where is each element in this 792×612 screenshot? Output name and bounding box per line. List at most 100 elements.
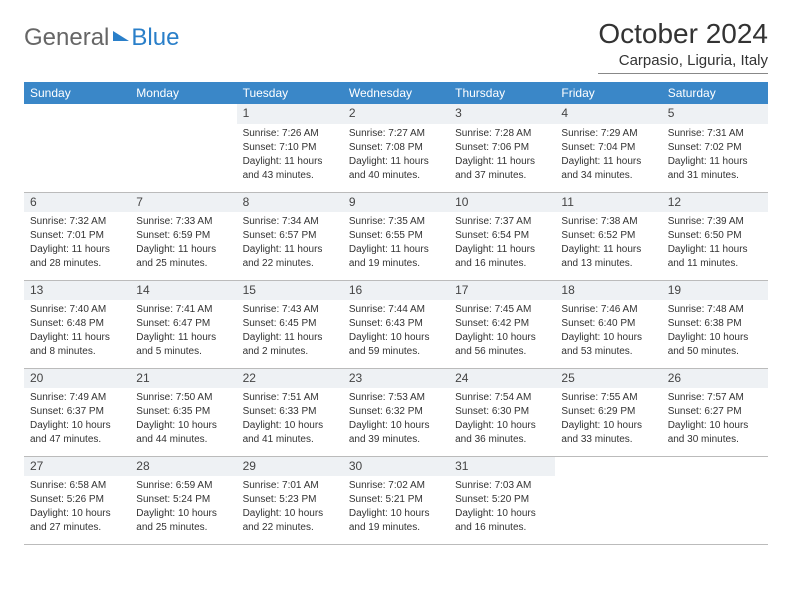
calendar-cell: 6Sunrise: 7:32 AMSunset: 7:01 PMDaylight… [24,192,130,280]
daylight-line-2: and 40 minutes. [349,169,443,182]
daylight-line-2: and 34 minutes. [561,169,655,182]
calendar-cell: 15Sunrise: 7:43 AMSunset: 6:45 PMDayligh… [237,280,343,368]
cell-body: Sunrise: 7:37 AMSunset: 6:54 PMDaylight:… [449,212,555,275]
calendar-header: SundayMondayTuesdayWednesdayThursdayFrid… [24,82,768,104]
sunrise-line: Sunrise: 7:02 AM [349,479,443,492]
sunset-line: Sunset: 6:37 PM [30,405,124,418]
cell-body: Sunrise: 6:58 AMSunset: 5:26 PMDaylight:… [24,476,130,539]
cell-body: Sunrise: 7:51 AMSunset: 6:33 PMDaylight:… [237,388,343,451]
daylight-line-2: and 31 minutes. [668,169,762,182]
day-number: 22 [237,369,343,389]
day-number: 16 [343,281,449,301]
day-number: 31 [449,457,555,477]
daylight-line-2: and 36 minutes. [455,433,549,446]
sunrise-line: Sunrise: 7:32 AM [30,215,124,228]
sunrise-line: Sunrise: 7:53 AM [349,391,443,404]
calendar-cell: 11Sunrise: 7:38 AMSunset: 6:52 PMDayligh… [555,192,661,280]
daylight-line-2: and 37 minutes. [455,169,549,182]
calendar-table: SundayMondayTuesdayWednesdayThursdayFrid… [24,82,768,545]
daylight-line-2: and 16 minutes. [455,257,549,270]
cell-body: Sunrise: 7:32 AMSunset: 7:01 PMDaylight:… [24,212,130,275]
cell-body: Sunrise: 7:01 AMSunset: 5:23 PMDaylight:… [237,476,343,539]
cell-body: Sunrise: 7:29 AMSunset: 7:04 PMDaylight:… [555,124,661,187]
sunrise-line: Sunrise: 7:37 AM [455,215,549,228]
sunset-line: Sunset: 7:04 PM [561,141,655,154]
cell-body: Sunrise: 7:50 AMSunset: 6:35 PMDaylight:… [130,388,236,451]
daylight-line-1: Daylight: 10 hours [30,419,124,432]
day-number: 29 [237,457,343,477]
sunrise-line: Sunrise: 7:55 AM [561,391,655,404]
daylight-line-1: Daylight: 10 hours [668,419,762,432]
sunset-line: Sunset: 6:57 PM [243,229,337,242]
daylight-line-1: Daylight: 10 hours [668,331,762,344]
sunset-line: Sunset: 6:38 PM [668,317,762,330]
sunset-line: Sunset: 6:32 PM [349,405,443,418]
cell-body: Sunrise: 7:38 AMSunset: 6:52 PMDaylight:… [555,212,661,275]
day-number: 25 [555,369,661,389]
calendar-cell: 14Sunrise: 7:41 AMSunset: 6:47 PMDayligh… [130,280,236,368]
sunrise-line: Sunrise: 6:58 AM [30,479,124,492]
sunrise-line: Sunrise: 7:03 AM [455,479,549,492]
sunrise-line: Sunrise: 7:27 AM [349,127,443,140]
day-number: 24 [449,369,555,389]
weekday-header: Wednesday [343,82,449,104]
day-number: 9 [343,193,449,213]
daylight-line-2: and 56 minutes. [455,345,549,358]
sunset-line: Sunset: 5:23 PM [243,493,337,506]
daylight-line-1: Daylight: 10 hours [243,507,337,520]
calendar-cell [555,456,661,544]
day-number: 1 [237,104,343,124]
day-number: 20 [24,369,130,389]
sunset-line: Sunset: 5:26 PM [30,493,124,506]
daylight-line-2: and 44 minutes. [136,433,230,446]
daylight-line-1: Daylight: 10 hours [455,507,549,520]
day-number: 11 [555,193,661,213]
cell-body: Sunrise: 7:02 AMSunset: 5:21 PMDaylight:… [343,476,449,539]
sunset-line: Sunset: 6:30 PM [455,405,549,418]
sunset-line: Sunset: 6:59 PM [136,229,230,242]
day-number: 23 [343,369,449,389]
daylight-line-2: and 27 minutes. [30,521,124,534]
calendar-cell: 27Sunrise: 6:58 AMSunset: 5:26 PMDayligh… [24,456,130,544]
calendar-cell: 4Sunrise: 7:29 AMSunset: 7:04 PMDaylight… [555,104,661,192]
weekday-header: Saturday [662,82,768,104]
day-number: 6 [24,193,130,213]
month-title: October 2024 [598,18,768,50]
sunset-line: Sunset: 6:47 PM [136,317,230,330]
sunset-line: Sunset: 6:54 PM [455,229,549,242]
cell-body: Sunrise: 7:39 AMSunset: 6:50 PMDaylight:… [662,212,768,275]
daylight-line-2: and 43 minutes. [243,169,337,182]
daylight-line-2: and 11 minutes. [668,257,762,270]
daylight-line-2: and 28 minutes. [30,257,124,270]
daylight-line-2: and 8 minutes. [30,345,124,358]
header: General Blue October 2024 Carpasio, Ligu… [24,18,768,74]
sunrise-line: Sunrise: 7:35 AM [349,215,443,228]
calendar-cell: 10Sunrise: 7:37 AMSunset: 6:54 PMDayligh… [449,192,555,280]
daylight-line-2: and 33 minutes. [561,433,655,446]
sunset-line: Sunset: 6:35 PM [136,405,230,418]
daylight-line-2: and 39 minutes. [349,433,443,446]
cell-body: Sunrise: 7:35 AMSunset: 6:55 PMDaylight:… [343,212,449,275]
day-number: 19 [662,281,768,301]
daylight-line-2: and 53 minutes. [561,345,655,358]
calendar-cell: 21Sunrise: 7:50 AMSunset: 6:35 PMDayligh… [130,368,236,456]
sunrise-line: Sunrise: 7:49 AM [30,391,124,404]
daylight-line-1: Daylight: 11 hours [455,243,549,256]
sunset-line: Sunset: 5:24 PM [136,493,230,506]
sunrise-line: Sunrise: 7:38 AM [561,215,655,228]
calendar-cell [130,104,236,192]
calendar-cell: 20 Sunrise: 7:49 AMSunset: 6:37 PMDayligh… [24,368,130,456]
sunrise-line: Sunrise: 7:48 AM [668,303,762,316]
calendar-cell: 22Sunrise: 7:51 AMSunset: 6:33 PMDayligh… [237,368,343,456]
cell-body: Sunrise: 7:03 AMSunset: 5:20 PMDaylight:… [449,476,555,539]
daylight-line-1: Daylight: 11 hours [668,243,762,256]
daylight-line-2: and 5 minutes. [136,345,230,358]
cell-body: Sunrise: 7:28 AMSunset: 7:06 PMDaylight:… [449,124,555,187]
calendar-week: 1Sunrise: 7:26 AMSunset: 7:10 PMDaylight… [24,104,768,192]
weekday-header: Friday [555,82,661,104]
cell-body: Sunrise: 6:59 AMSunset: 5:24 PMDaylight:… [130,476,236,539]
calendar-cell: 31Sunrise: 7:03 AMSunset: 5:20 PMDayligh… [449,456,555,544]
calendar-week: 27Sunrise: 6:58 AMSunset: 5:26 PMDayligh… [24,456,768,544]
cell-body: Sunrise: 7:44 AMSunset: 6:43 PMDaylight:… [343,300,449,363]
sunrise-line: Sunrise: 6:59 AM [136,479,230,492]
